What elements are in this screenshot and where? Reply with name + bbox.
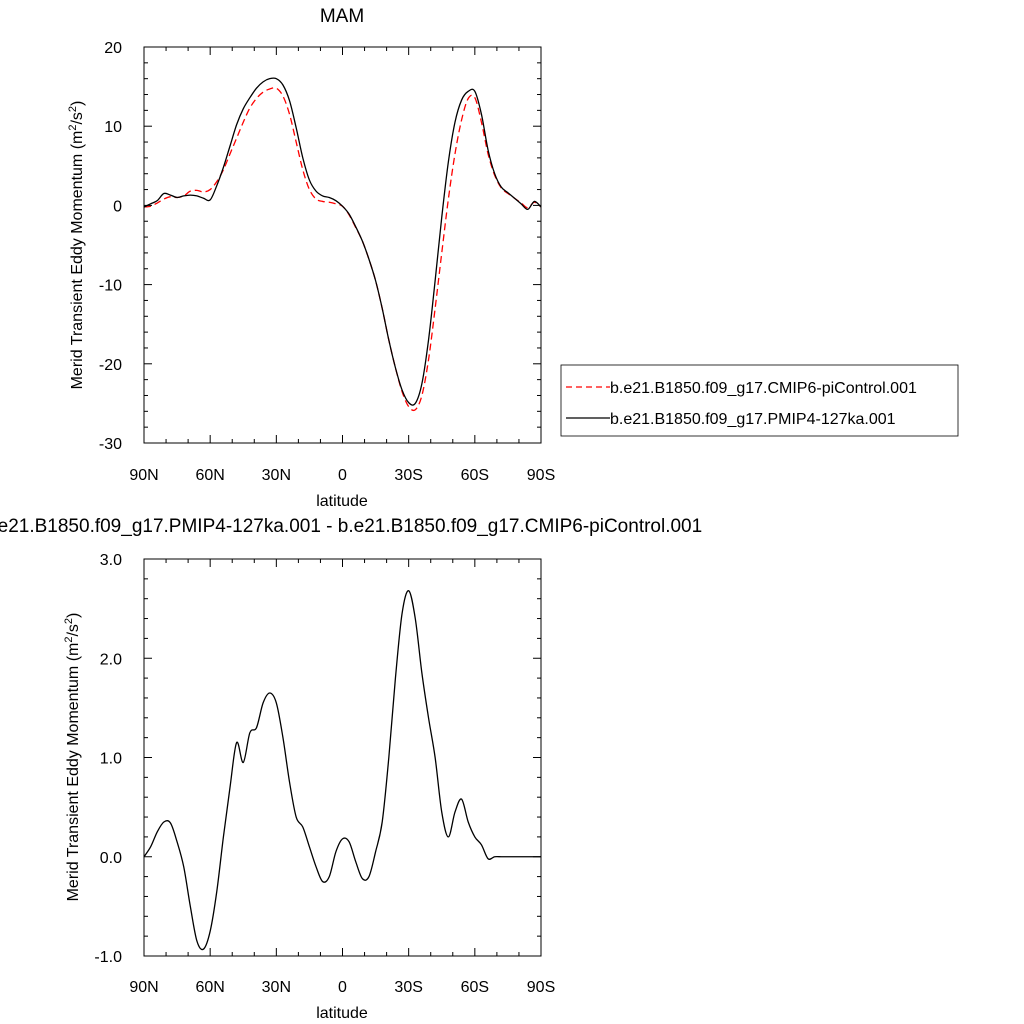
top-y-axis-label: Merid Transient Eddy Momentum (m2/s2) <box>67 101 86 390</box>
top-x-tick-labels: 90N 60N 30N 0 30S 60S 90S <box>129 467 555 484</box>
top-y-tick-labels: 20 10 0 -10 -20 -30 <box>99 40 122 453</box>
top-y-tick-label: 20 <box>104 40 122 57</box>
top-y-tick-label: -20 <box>99 357 122 374</box>
bottom-y-tick-labels: 3.0 2.0 1.0 0.0 -1.0 <box>94 552 122 966</box>
bottom-x-tick-label: 90N <box>129 979 158 996</box>
bottom-y-tick-label: 2.0 <box>100 651 122 668</box>
bottom-x-tick-label: 0 <box>338 979 347 996</box>
top-x-axis-label: latitude <box>316 493 368 510</box>
bottom-panel-title: b.e21.B1850.f09_g17.PMIP4-127ka.001 - b.… <box>0 516 702 537</box>
bottom-x-tick-label: 60S <box>461 979 489 996</box>
top-plot-frame <box>143 46 542 444</box>
bottom-axis-ticks <box>143 558 542 957</box>
top-x-tick-label: 60S <box>461 467 489 484</box>
top-x-tick-label: 0 <box>338 467 347 484</box>
top-x-tick-label: 90S <box>527 467 555 484</box>
bottom-panel: b.e21.B1850.f09_g17.PMIP4-127ka.001 - b.… <box>0 516 702 1022</box>
legend-label-pmip4: b.e21.B1850.f09_g17.PMIP4-127ka.001 <box>610 411 896 428</box>
top-y-tick-label: 0 <box>113 198 122 215</box>
bottom-y-tick-label: 3.0 <box>100 552 122 569</box>
bottom-x-tick-label: 30S <box>394 979 422 996</box>
bottom-series-line-0 <box>143 590 541 951</box>
bottom-y-tick-label: 1.0 <box>100 751 122 768</box>
legend-box <box>560 364 959 437</box>
bottom-x-tick-label: 60N <box>195 979 224 996</box>
top-plot-series <box>143 77 542 412</box>
bottom-x-tick-label: 30N <box>262 979 291 996</box>
top-series-line-0 <box>143 87 542 412</box>
bottom-y-tick-label: -1.0 <box>94 949 122 966</box>
bottom-y-tick-label: 0.0 <box>100 850 122 867</box>
top-y-tick-label: -10 <box>99 278 122 295</box>
bottom-x-axis-label: latitude <box>316 1005 368 1022</box>
bottom-plot-series <box>143 590 541 951</box>
bottom-x-tick-labels: 90N 60N 30N 0 30S 60S 90S <box>129 979 555 996</box>
top-panel-title: MAM <box>320 6 364 27</box>
bottom-y-axis-label: Merid Transient Eddy Momentum (m2/s2) <box>63 613 82 902</box>
top-x-tick-label: 30N <box>262 467 291 484</box>
legend-label-picontrol: b.e21.B1850.f09_g17.CMIP6-piControl.001 <box>610 380 917 397</box>
top-panel: MAM 20 10 0 -10 -20 -30 90N 60N 30N 0 30S 60S 90S l… <box>67 6 555 510</box>
top-x-tick-label: 90N <box>129 467 158 484</box>
top-axis-ticks <box>143 46 542 444</box>
top-series-line-1 <box>143 77 542 406</box>
top-x-tick-label: 30S <box>394 467 422 484</box>
top-y-tick-label: 10 <box>104 119 122 136</box>
top-x-tick-label: 60N <box>195 467 224 484</box>
top-y-tick-label: -30 <box>99 436 122 453</box>
bottom-x-tick-label: 90S <box>527 979 555 996</box>
legend: b.e21.B1850.f09_g17.CMIP6-piControl.001 … <box>560 364 959 437</box>
bottom-plot-frame <box>143 558 542 957</box>
